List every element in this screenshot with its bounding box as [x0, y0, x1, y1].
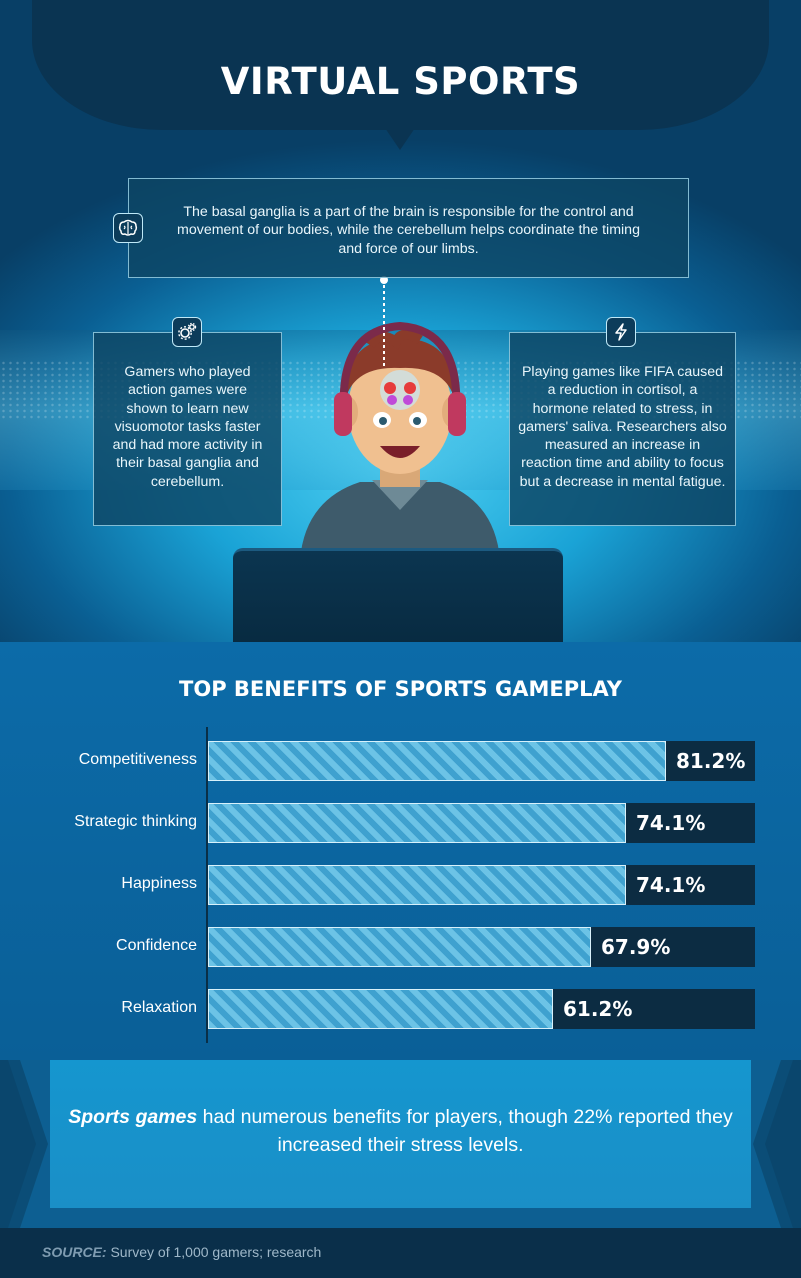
gamer-illustration: [300, 321, 500, 560]
callout-panel: [50, 1060, 751, 1208]
bar: [208, 989, 553, 1029]
hero-section: VIRTUAL SPORTS The basal ganglia is a pa…: [0, 0, 801, 642]
left-chevron-decor: [0, 1060, 48, 1228]
bar-label: Competitiveness: [78, 751, 197, 768]
bar-label: Relaxation: [121, 999, 197, 1016]
source-label: SOURCE:: [42, 1244, 107, 1260]
bar: [208, 803, 626, 843]
chart-title: TOP BENEFITS OF SPORTS GAMEPLAY: [179, 677, 622, 701]
bar-value-label: 67.9%: [601, 935, 671, 959]
fact-box-action-games: Gamers who played action games were show…: [93, 332, 282, 526]
source-text: Survey of 1,000 gamers; research: [106, 1244, 322, 1260]
callout-highlight: Sports games: [68, 1106, 198, 1128]
right-chevron-decor: [753, 1060, 801, 1228]
bar-value-label: 74.1%: [636, 811, 706, 835]
brain-icon: [113, 213, 143, 243]
fact-action-games-text: Gamers who played action games were show…: [112, 364, 263, 490]
lightning-icon: [606, 317, 636, 347]
title-banner: [32, 0, 769, 130]
bar: [208, 865, 626, 905]
bar: [208, 741, 666, 781]
page-title: VIRTUAL SPORTS: [220, 60, 581, 103]
fact-box-brain: The basal ganglia is a part of the brain…: [128, 178, 689, 278]
fact-fifa-text: Playing games like FIFA caused a reducti…: [518, 364, 727, 490]
fact-brain-text: The basal ganglia is a part of the brain…: [177, 204, 640, 257]
bar-label: Happiness: [121, 875, 197, 892]
callout-body: had numerous benefits for players, thoug…: [197, 1106, 733, 1156]
callout-text: Sports games had numerous benefits for p…: [60, 1103, 741, 1159]
brain-connector-dot: [380, 276, 388, 284]
bar: [208, 927, 591, 967]
bar-value-label: 61.2%: [563, 997, 633, 1021]
fact-box-fifa: Playing games like FIFA caused a reducti…: [509, 332, 736, 526]
gears-icon: [172, 317, 202, 347]
brain-connector-line: [383, 279, 385, 369]
title-banner-notch: [385, 128, 415, 150]
chart-axis: [206, 727, 208, 1043]
bar-label: Strategic thinking: [74, 813, 197, 830]
monitor: [233, 548, 563, 642]
source-footer: SOURCE: Survey of 1,000 gamers; research: [0, 1228, 801, 1278]
bar-value-label: 74.1%: [636, 873, 706, 897]
bar-value-label: 81.2%: [676, 749, 746, 773]
bar-label: Confidence: [116, 937, 197, 954]
